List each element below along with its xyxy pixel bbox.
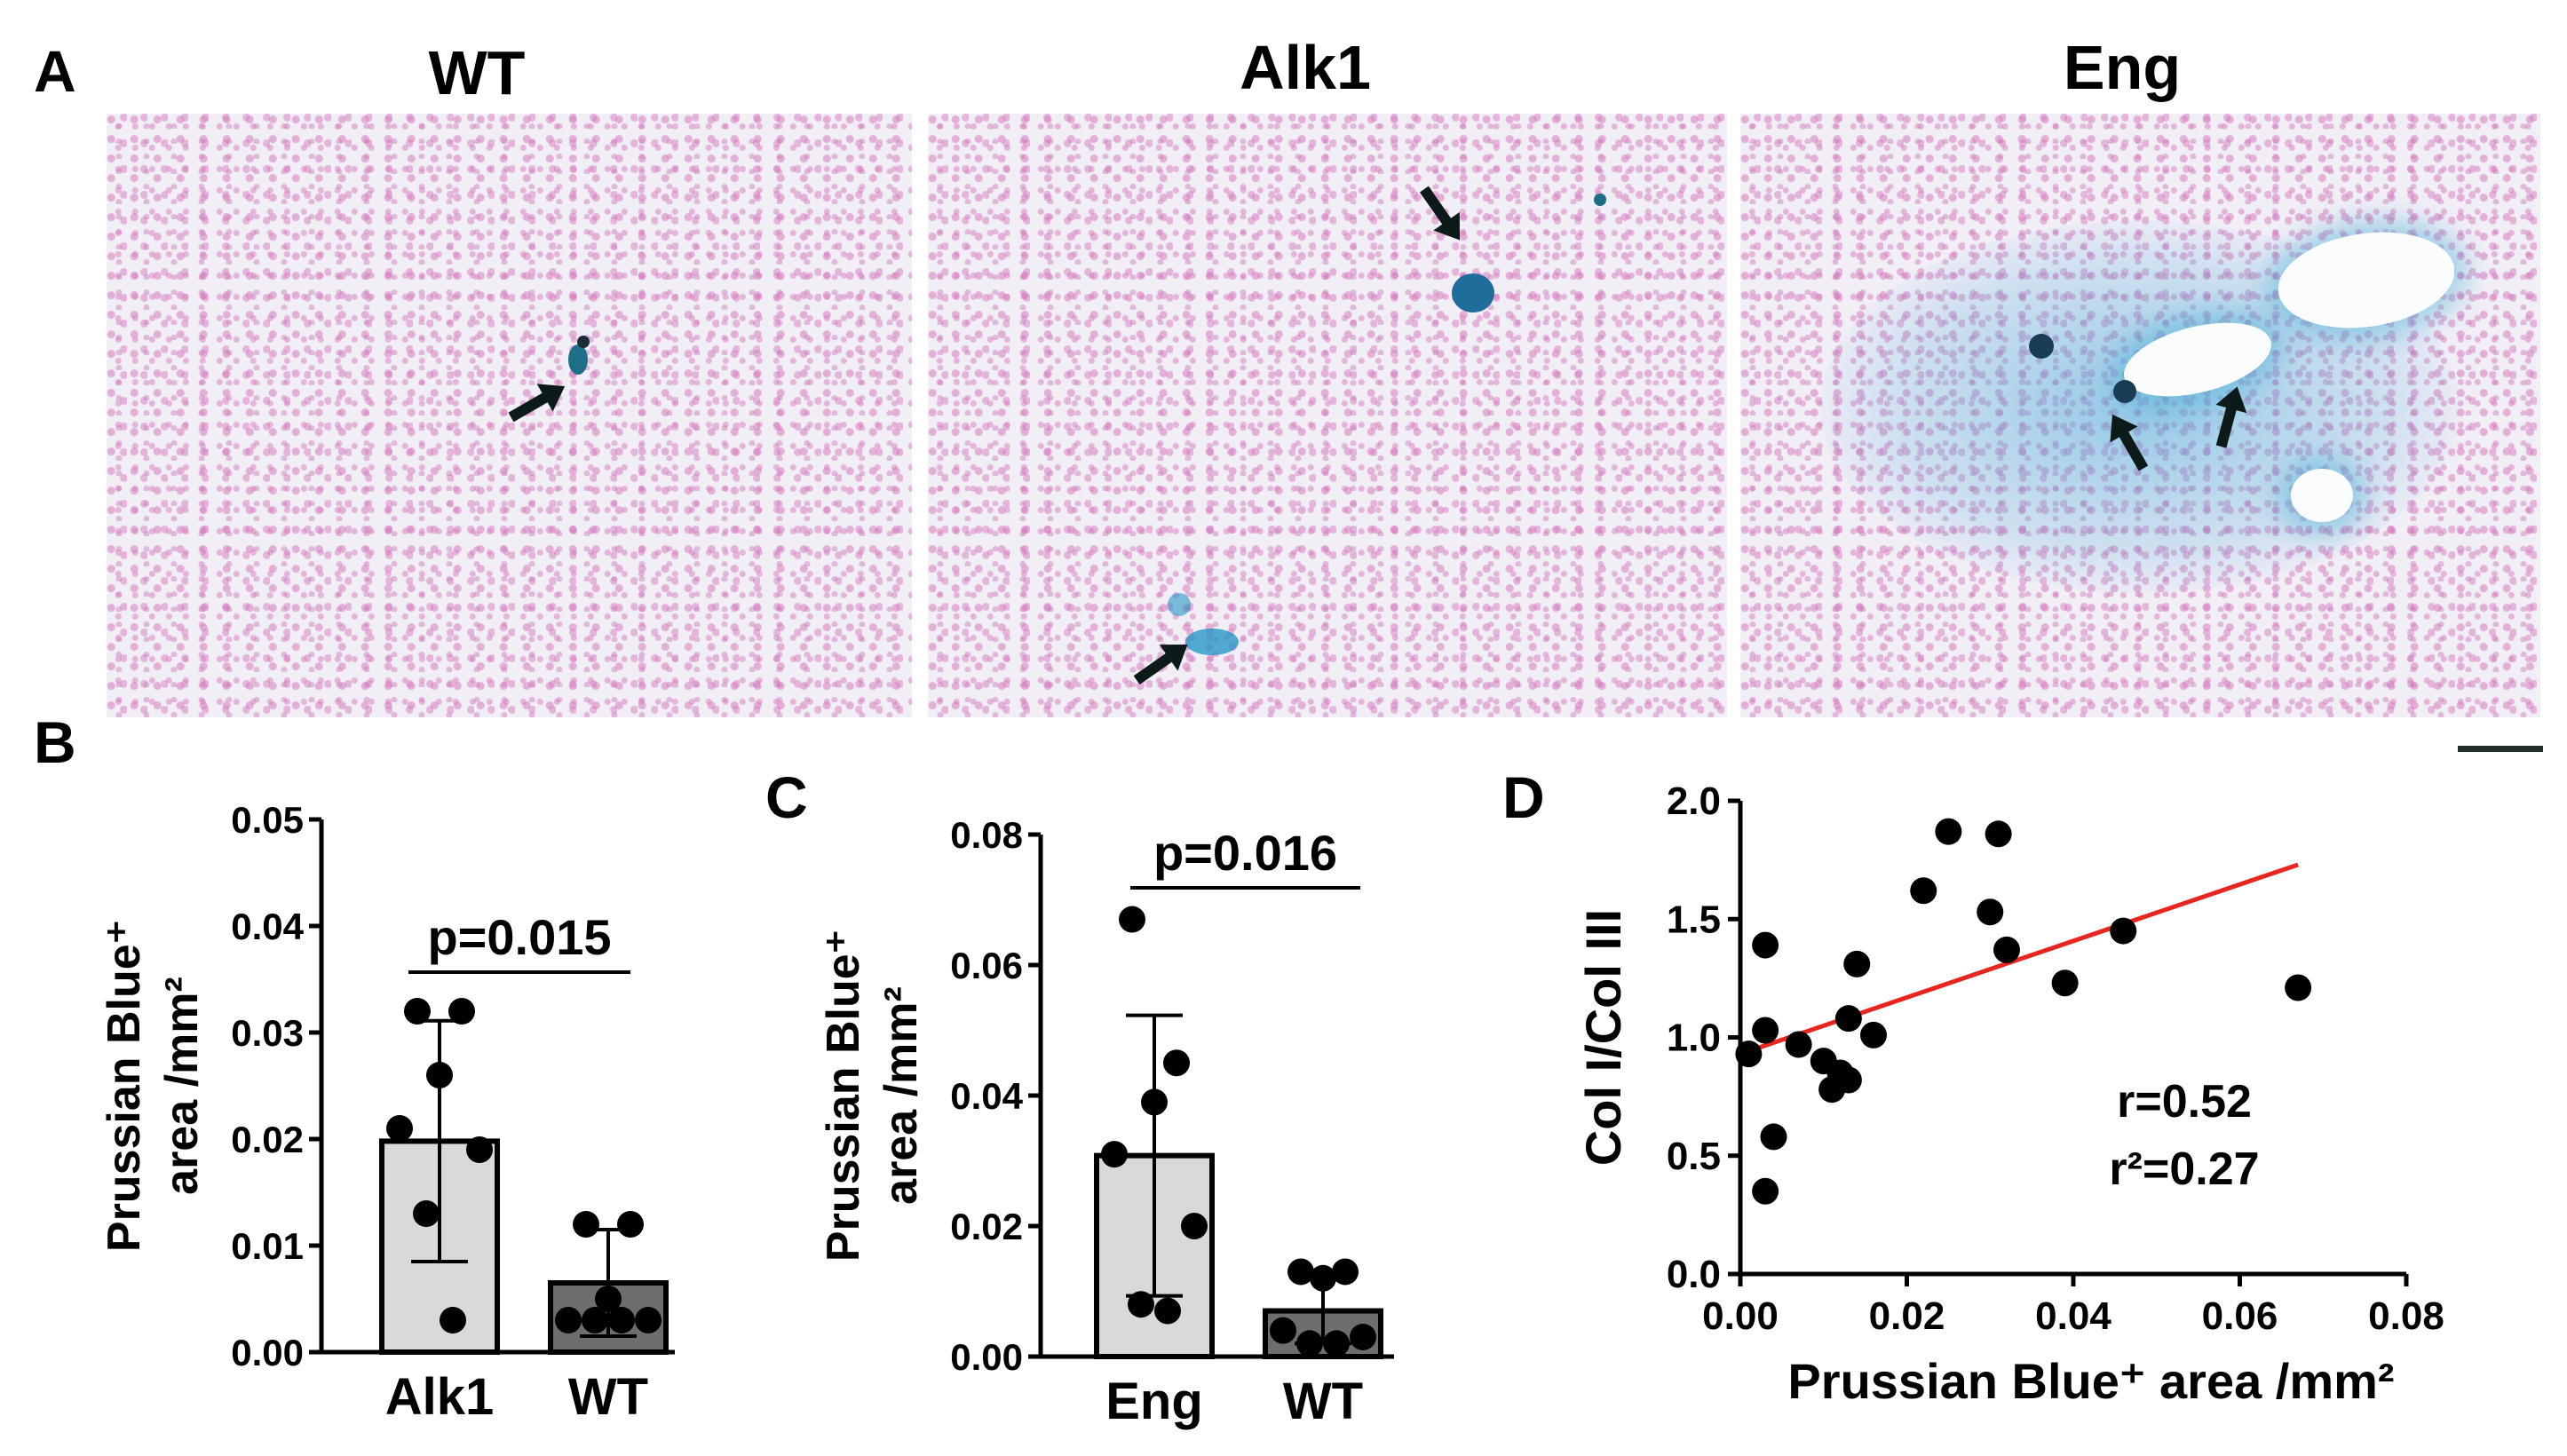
y-axis-label: Col I/Col III [1575,909,1631,1166]
y-tick-label: 0.08 [950,814,1023,856]
data-point [2110,917,2137,945]
data-point [608,1307,635,1333]
r2-label: r²=0.27 [2109,1143,2259,1195]
y-axis-label: Prussian Blue⁺ [99,920,150,1252]
y-tick-label: 0.00 [231,1332,304,1373]
y-tick-label: 0.06 [950,945,1023,986]
data-point [1128,1291,1154,1318]
data-point [1287,1258,1314,1286]
x-tick-label: WT [1283,1373,1363,1430]
arrow-icon [1419,186,1457,233]
scale-bar [2458,746,2543,752]
data-point [1141,1088,1168,1116]
y-tick-label: 0.03 [231,1012,304,1054]
data-point [1935,818,1962,845]
data-point [1760,1123,1787,1151]
data-point [1910,877,1937,905]
x-tick-label: WT [568,1368,648,1426]
data-point [448,998,475,1025]
data-point [555,1307,582,1333]
x-axis-label: Prussian Blue⁺ area /mm² [1787,1353,2394,1409]
data-point [404,998,431,1025]
r-label: r=0.52 [2117,1076,2252,1128]
data-point [1834,1066,1862,1094]
arrow-icon [508,387,557,423]
data-point [1350,1323,1376,1350]
data-point [595,1286,622,1312]
data-point [2051,969,2079,997]
data-point [1332,1258,1359,1286]
data-point [1843,950,1871,977]
y-axis-label: area /mm² [156,977,208,1195]
data-point [386,1115,413,1142]
y-tick-label: 0.02 [231,1119,304,1160]
data-point [1181,1213,1208,1239]
data-point [1977,898,2004,926]
data-point [1985,820,2012,848]
data-point [1101,1141,1128,1168]
y-axis-label: Prussian Blue⁺ [818,930,869,1262]
y-tick-label: 0.00 [950,1336,1023,1378]
p-value-label: p=0.015 [427,909,611,965]
p-value-label: p=0.016 [1153,825,1337,881]
chart-c: 0.00 0.02 0.04 0.06 0.08 Prussian Blue⁺ area /… [818,814,1394,1430]
x-tick-label: Alk1 [385,1368,495,1426]
data-point [440,1307,466,1333]
y-tick-label: 0.0 [1667,1253,1721,1296]
data-point [1752,1017,1779,1044]
panel-letter-b: B [34,709,76,775]
data-point [1296,1330,1323,1357]
y-tick-label: 0.05 [231,799,304,841]
y-tick-label: 0.5 [1667,1135,1721,1178]
x-tick-label: Eng [1105,1373,1203,1430]
panel-letter-c: C [765,764,808,830]
chart-b: 0.00 0.01 0.02 0.03 0.04 0.05 Prussian Blue⁺ ar… [99,799,675,1426]
y-axis-label: area /mm² [875,986,927,1205]
x-tick-label: 0.08 [2368,1294,2444,1338]
y-tick-label: 0.04 [950,1075,1023,1117]
data-point [1785,1031,1812,1058]
micrograph-title-alk1: Alk1 [1240,33,1371,102]
data-point [1270,1317,1296,1344]
data-point [413,1200,440,1227]
data-point [635,1307,662,1333]
data-point [1752,1177,1779,1205]
micrograph-eng [1740,114,2540,717]
y-tick-label: 0.02 [950,1206,1023,1247]
x-tick-label: 0.02 [1869,1294,1945,1338]
data-point [1154,1297,1181,1325]
panel-letter-d: D [1502,764,1545,830]
y-tick-label: 0.01 [231,1225,304,1267]
micrograph-alk1 [928,114,1727,717]
arrow-icon [1133,647,1181,685]
y-tick-label: 2.0 [1667,779,1721,823]
data-point [1735,1041,1763,1068]
micrograph-title-wt: WT [428,38,526,107]
regression-line [1739,862,2299,1056]
y-tick-label: 1.0 [1667,1017,1721,1060]
data-point [466,1136,493,1163]
data-point [1310,1264,1336,1292]
data-point [1119,906,1145,933]
data-point [1834,1005,1862,1033]
x-tick-label: 0.00 [1702,1294,1779,1338]
micrograph-title-eng: Eng [2063,33,2182,102]
chart-d: 0.0 0.5 1.0 1.5 2.0 0.00 0.02 0.04 0.06 0.08 Pruss… [1575,779,2444,1409]
x-tick-label: 0.06 [2202,1294,2278,1338]
panel-letter-a: A [34,38,76,104]
y-tick-label: 1.5 [1667,898,1721,941]
y-tick-label: 0.04 [231,906,304,947]
data-point [1752,931,1779,959]
data-point [617,1211,644,1238]
data-point [1323,1330,1350,1357]
data-point [1860,1021,1887,1048]
data-point [1993,936,2020,963]
data-point [426,1062,453,1088]
data-point [1163,1049,1190,1077]
data-point [2285,974,2312,1001]
micrograph-wt [107,114,912,717]
data-point [573,1211,599,1238]
data-point [582,1307,608,1333]
x-tick-label: 0.04 [2035,1294,2111,1338]
